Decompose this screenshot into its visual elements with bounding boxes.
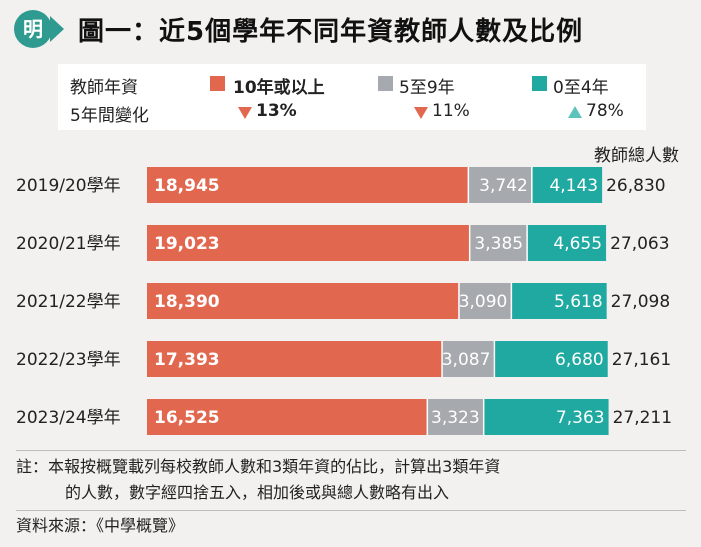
data-label: 3,742: [479, 176, 528, 196]
data-label: 16,525: [154, 408, 220, 428]
data-label: 6,680: [555, 350, 604, 370]
chart-title: 圖一：近5個學年不同年資教師人數及比例: [78, 17, 584, 47]
bar-segment: [458, 283, 512, 319]
data-label: 3,090: [459, 292, 508, 312]
data-label: 19,023: [154, 234, 220, 254]
legend-label-5to9: 5至9年: [399, 78, 455, 98]
total-label: 27,063: [610, 234, 669, 254]
data-label: 18,390: [154, 292, 220, 312]
data-label: 7,363: [556, 408, 605, 428]
source-line: 資料來源：《中學概覽》: [16, 516, 185, 535]
data-label: 18,945: [154, 176, 220, 196]
data-label: 4,655: [553, 234, 602, 254]
bar-segment: [147, 283, 459, 319]
bar-segment: [442, 341, 495, 377]
bar-segment: [469, 225, 528, 261]
bar-chart: 2019/20學年 18,945 3,742 4,143 26,830 2020/21學年…: [0, 164, 701, 444]
legend-change-5to9: 11%: [432, 101, 470, 121]
bar-segment: [147, 399, 428, 435]
bar-chart-svg: 2019/20學年 18,945 3,742 4,143 26,830 2020/21學年…: [16, 167, 672, 435]
legend-swatch-0to4: [532, 76, 547, 91]
data-label: 3,323: [431, 408, 480, 428]
data-label: 17,393: [154, 350, 220, 370]
down-triangle-icon: [414, 107, 428, 119]
legend-label-10plus: 10年或以上: [233, 78, 325, 98]
header: 明 圖一：近5個學年不同年資教師人數及比例: [0, 0, 701, 58]
divider-top: [16, 450, 686, 451]
legend-change-10plus: 13%: [256, 101, 297, 121]
footnote-line2: 的人數，數字經四捨五入，相加後或與總人數略有出入: [65, 483, 450, 502]
data-label: 5,618: [554, 292, 603, 312]
data-label: 4,143: [549, 176, 598, 196]
legend-swatch-5to9: [378, 76, 393, 91]
data-label: 3,087: [442, 350, 491, 370]
footnote: 註：本報按概覽載列每校教師人數和3類年資的佔比，計算出3類年資 的人數，數字經四…: [16, 454, 686, 506]
divider-bottom: [16, 510, 686, 511]
down-triangle-icon: [238, 107, 252, 119]
bar-segment: [531, 167, 603, 203]
bar-segment: [468, 167, 532, 203]
bar-segment: [494, 341, 608, 377]
legend-swatch-10plus: [210, 76, 225, 91]
legend-row2-label: 5年間變化: [70, 106, 149, 126]
legend-label-0to4: 0至4年: [553, 78, 609, 98]
bar-segment: [527, 225, 607, 261]
bar-segment: [147, 341, 443, 377]
newspaper-logo: 明: [14, 10, 52, 48]
bar-segment: [147, 225, 470, 261]
category-label: 2020/21學年: [16, 234, 121, 254]
category-label: 2022/23學年: [16, 350, 121, 370]
bar-segment: [427, 399, 484, 435]
category-label: 2019/20學年: [16, 176, 121, 196]
legend: 教師年資 5年間變化 10年或以上 13% 5至9年 11% 0至4年 78%: [58, 64, 646, 130]
footnote-line1: 註：本報按概覽載列每校教師人數和3類年資的佔比，計算出3類年資: [16, 457, 501, 476]
category-label: 2021/22學年: [16, 292, 121, 312]
total-column-header: 教師總人數: [594, 146, 679, 166]
bar-segment: [147, 167, 469, 203]
logo-pointer: [50, 16, 64, 42]
category-label: 2023/24學年: [16, 408, 121, 428]
bar-segment: [483, 399, 609, 435]
total-label: 26,830: [606, 176, 665, 196]
bar-segment: [511, 283, 607, 319]
legend-change-0to4: 78%: [586, 101, 624, 121]
legend-row1-label: 教師年資: [70, 78, 138, 98]
data-label: 3,385: [474, 234, 523, 254]
total-label: 27,161: [612, 350, 671, 370]
total-label: 27,211: [613, 408, 672, 428]
up-triangle-icon: [568, 106, 582, 118]
total-label: 27,098: [611, 292, 670, 312]
